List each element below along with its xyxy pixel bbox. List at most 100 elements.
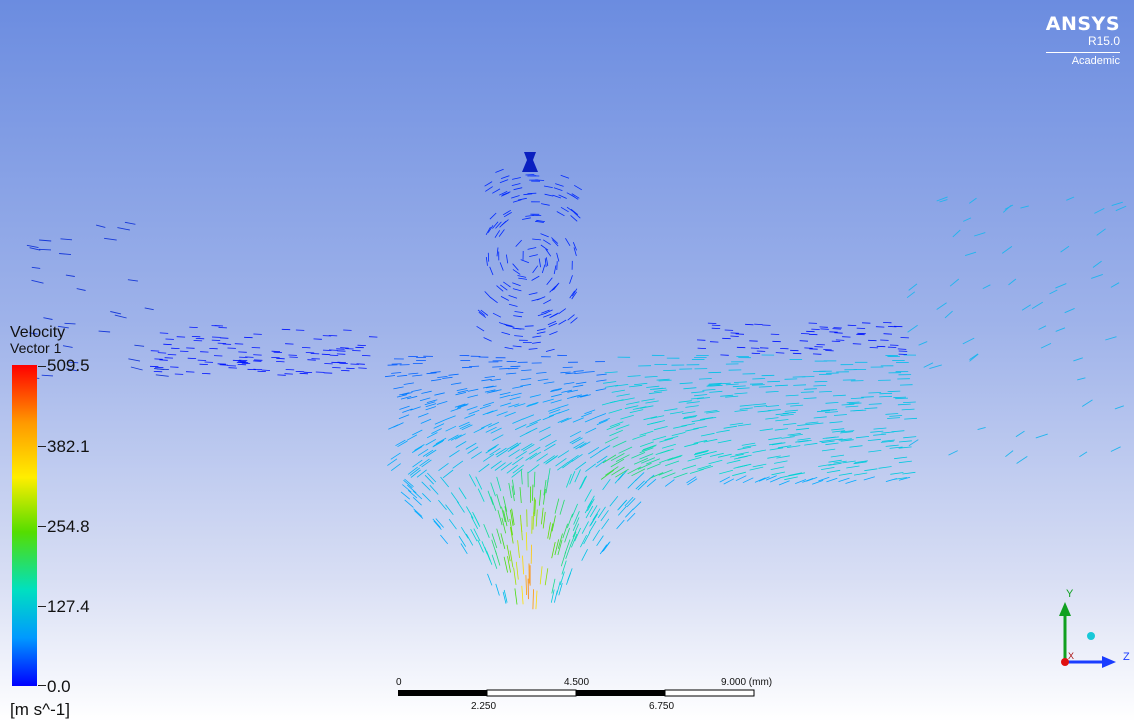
velocity-vector <box>545 248 552 257</box>
velocity-vector <box>155 374 169 377</box>
velocity-vector <box>448 518 457 530</box>
velocity-vector <box>239 361 249 364</box>
velocity-vector <box>525 575 527 596</box>
velocity-vector <box>454 403 466 408</box>
velocity-vector <box>729 422 744 426</box>
velocity-vector <box>537 378 549 381</box>
velocity-vector <box>504 347 514 350</box>
velocity-vector <box>560 206 569 213</box>
velocity-vector <box>510 392 522 396</box>
velocity-vector <box>572 523 580 538</box>
velocity-vector <box>557 539 563 556</box>
velocity-vector <box>775 413 789 416</box>
velocity-vector <box>898 440 912 443</box>
velocity-vector <box>390 452 401 460</box>
velocity-vector <box>598 418 610 424</box>
velocity-vector <box>1002 204 1012 213</box>
velocity-vector <box>580 534 587 548</box>
velocity-vector <box>600 469 615 480</box>
velocity-vector <box>583 531 591 545</box>
velocity-vector <box>682 416 697 420</box>
velocity-vector <box>520 383 532 387</box>
velocity-vector <box>589 450 601 459</box>
velocity-vector <box>889 446 903 449</box>
velocity-vector <box>421 390 432 394</box>
velocity-vector <box>784 409 798 412</box>
velocity-vector <box>479 404 491 410</box>
velocity-vector <box>28 332 38 335</box>
velocity-vector <box>544 568 549 586</box>
velocity-vector <box>627 375 641 377</box>
velocity-vector <box>643 416 658 421</box>
velocity-vector <box>790 404 804 407</box>
velocity-vector <box>513 567 517 585</box>
velocity-vector <box>539 434 552 441</box>
velocity-vector <box>484 181 493 187</box>
velocity-vector <box>564 527 570 543</box>
velocity-vector <box>678 400 692 403</box>
velocity-vector <box>501 192 510 197</box>
velocity-vector <box>500 284 508 291</box>
velocity-vector <box>649 472 664 479</box>
velocity-vector <box>483 337 492 342</box>
velocity-vector <box>719 469 734 475</box>
velocity-vector <box>464 413 476 419</box>
velocity-vector <box>626 512 636 522</box>
velocity-vector <box>1094 207 1105 214</box>
velocity-vector <box>559 571 565 586</box>
velocity-vector <box>625 508 634 518</box>
velocity-vector <box>1115 205 1127 212</box>
velocity-vector <box>442 376 453 379</box>
velocity-vector <box>610 453 625 462</box>
velocity-vector <box>98 330 111 333</box>
velocity-vector <box>59 253 72 256</box>
velocity-vector <box>490 482 496 497</box>
velocity-vector <box>467 388 479 392</box>
velocity-vector <box>673 472 688 479</box>
velocity-vector <box>786 402 800 405</box>
velocity-vector <box>696 397 711 400</box>
velocity-vector <box>645 400 659 404</box>
velocity-vector <box>429 484 439 495</box>
legend-unit: [m s^-1] <box>10 700 70 719</box>
velocity-vector <box>114 314 127 319</box>
velocity-vector <box>511 485 515 502</box>
velocity-vector <box>699 417 714 420</box>
logo-version: R15.0 <box>1087 34 1120 48</box>
velocity-vector <box>571 453 583 462</box>
velocity-vector <box>486 409 498 415</box>
velocity-vector <box>402 392 413 396</box>
velocity-vector <box>804 442 818 446</box>
velocity-vector <box>838 438 852 441</box>
velocity-vector <box>553 265 557 275</box>
velocity-vector <box>737 423 752 427</box>
velocity-vector <box>687 478 698 486</box>
velocity-vector <box>509 442 522 450</box>
velocity-vector <box>879 395 893 398</box>
velocity-vector <box>749 466 764 471</box>
velocity-vector <box>356 363 365 365</box>
velocity-vector <box>868 392 882 394</box>
velocity-vector <box>544 309 553 314</box>
velocity-vector <box>501 506 506 523</box>
velocity-vector <box>1055 327 1066 332</box>
velocity-vector <box>490 496 497 511</box>
velocity-vector <box>417 448 429 456</box>
velocity-vector <box>608 408 623 414</box>
velocity-vector <box>452 460 464 469</box>
velocity-vector <box>532 238 542 241</box>
velocity-vector <box>31 279 44 284</box>
velocity-vector <box>717 382 731 385</box>
velocity-vector <box>496 493 502 509</box>
velocity-vector <box>791 472 806 476</box>
velocity-vector <box>936 302 947 310</box>
velocity-vector <box>878 466 892 469</box>
velocity-vector <box>637 481 647 491</box>
velocity-vector <box>487 421 500 428</box>
velocity-vector <box>596 455 608 464</box>
velocity-vector <box>535 509 538 527</box>
velocity-vector <box>483 453 495 462</box>
velocity-vector <box>532 335 542 338</box>
velocity-vector <box>569 290 576 299</box>
